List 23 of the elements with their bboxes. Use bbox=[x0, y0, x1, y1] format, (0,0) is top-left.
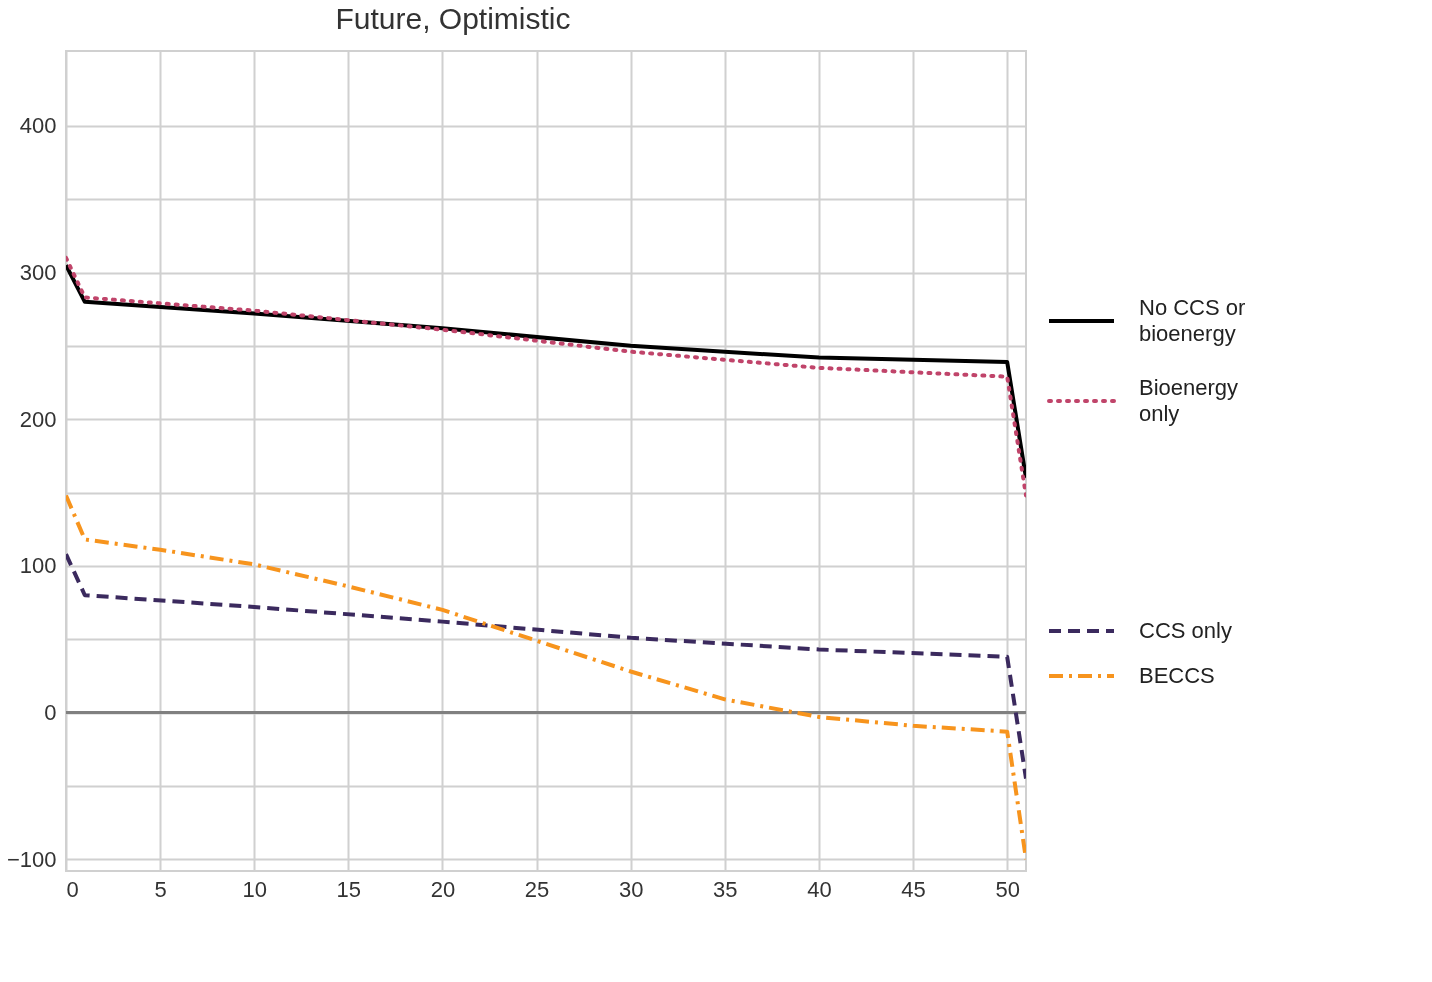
y-tick-label: 0 bbox=[44, 700, 57, 726]
y-tick-label: −100 bbox=[6, 846, 57, 872]
y-tick-label: 200 bbox=[19, 406, 57, 432]
x-tick-label: 35 bbox=[713, 876, 738, 902]
y-tick-label: 300 bbox=[19, 260, 57, 285]
x-tick-label: 25 bbox=[524, 876, 550, 902]
legend-label: Bioenergy only bbox=[1139, 375, 1239, 426]
x-tick-label: 15 bbox=[336, 876, 362, 902]
legend-label: BECCS bbox=[1139, 663, 1215, 688]
x-tick-label: 0 bbox=[66, 876, 79, 902]
x-tick-label: 50 bbox=[995, 876, 1020, 902]
chart-title: Future, Optimistic bbox=[335, 2, 571, 35]
x-tick-label: 20 bbox=[430, 876, 456, 902]
x-tick-label: 10 bbox=[242, 876, 267, 902]
line-series bbox=[66, 552, 1026, 781]
x-tick-label: 45 bbox=[901, 876, 926, 902]
legend-label: No CCS or bioenergy bbox=[1139, 295, 1246, 346]
x-tick-label: 5 bbox=[154, 876, 167, 902]
x-tick-label: 40 bbox=[807, 876, 832, 902]
y-tick-label: 400 bbox=[19, 113, 57, 139]
x-tick-label: 30 bbox=[618, 876, 644, 902]
legend-label: CCS only bbox=[1139, 618, 1232, 643]
y-tick-label: 100 bbox=[19, 553, 57, 579]
